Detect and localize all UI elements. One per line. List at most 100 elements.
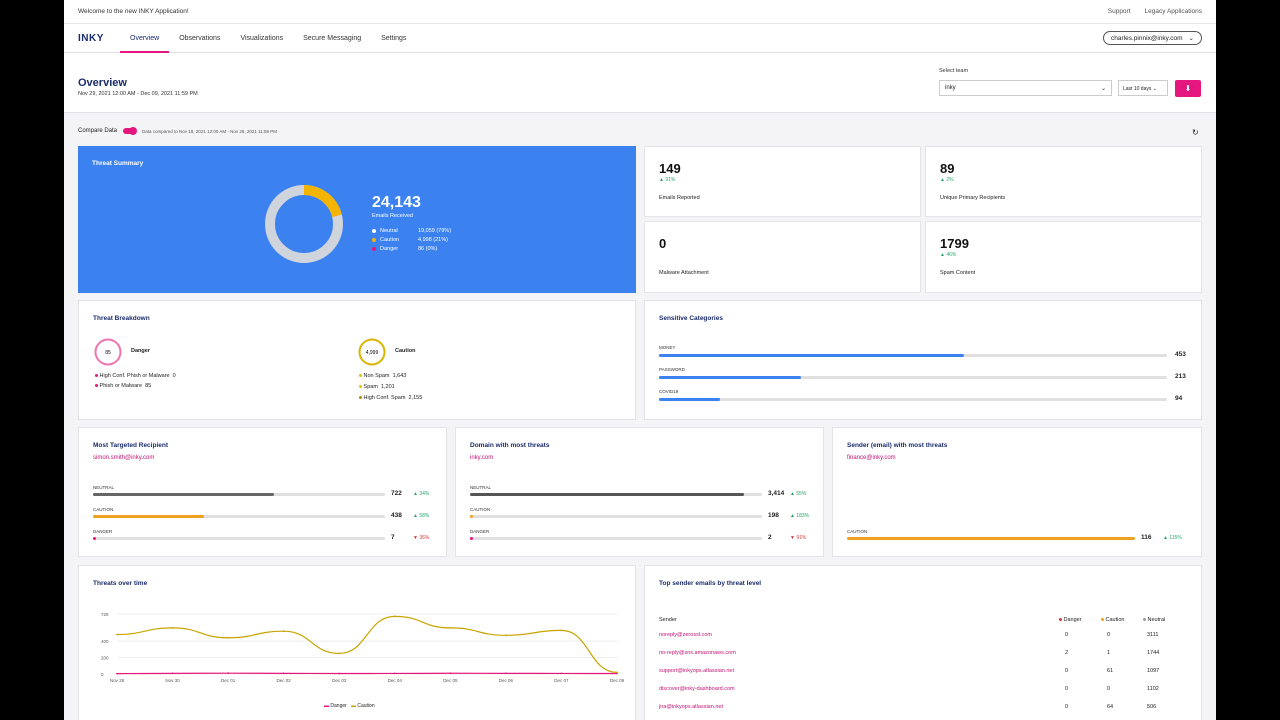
category-value: 94 [1175,395,1183,402]
row-label: NEUTRAL [93,485,115,490]
download-button[interactable]: ⬇ [1175,80,1201,97]
row-value: 198 [768,512,779,519]
danger-label: Danger [131,348,150,354]
card-title: Top sender emails by threat level [659,580,762,587]
caution-item: Non Spam 1,643 [359,373,406,379]
row-value: 2 [768,534,772,541]
col-header-neutral: Neutral [1143,617,1165,623]
data-point [504,672,507,675]
threat-donut [265,185,343,263]
card-title: Threat Summary [92,160,144,167]
tab-secure-messaging[interactable]: Secure Messaging [303,34,362,42]
col-label: Neutral [1147,617,1166,623]
caution-count: 4,999 [366,350,379,356]
stat-value: 1799 [940,236,969,251]
category-label: MONEY [659,345,676,350]
row-value: 438 [391,512,402,519]
target-email[interactable]: inky.com [470,455,494,461]
legend-line-danger: ▬ [324,703,329,709]
period-select[interactable]: Last 10 days ⌄ [1118,80,1168,96]
support-link[interactable]: Support [1107,8,1131,15]
category-bar-fill [659,376,802,379]
item-dot [95,384,98,387]
row-value: 722 [391,490,402,497]
stat-card-spam: 1799 ▲ 46% Spam Content [925,221,1202,293]
sender-email[interactable]: no-reply@sns.amazonaws.com [659,650,736,656]
category-bar-fill [659,354,964,357]
sender-email[interactable]: support@inkyops.atlassian.net [659,668,734,674]
caution-label: Caution [395,348,416,354]
item-value: 1,643 [392,373,407,379]
row-label: DANGER [470,529,490,534]
data-point [560,672,563,675]
compare-toggle-row: Compare Data Data compared to Nov 18, 20… [78,127,277,135]
legacy-link[interactable]: Legacy Applications [1144,8,1202,15]
row-bar-fill [470,515,473,518]
team-value: inky [945,85,956,91]
sender-count: 0 [1107,632,1111,638]
tab-overview[interactable]: Overview [119,24,170,53]
x-tick-label: Nov 28 [110,678,125,683]
data-point [504,634,507,637]
category-label: PASSWORD [659,367,685,372]
item-label: Non Spam [363,373,390,379]
row-bar-fill [93,537,96,540]
danger-ring: 85 [94,338,122,366]
item-value: 2,155 [408,395,423,401]
data-point [560,629,563,632]
stat-label: Unique Primary Recipients [940,195,1006,201]
refresh-icon[interactable]: ↻ [1192,128,1199,137]
danger-item: Phish or Malware 85 [95,383,151,389]
item-dot [95,374,98,377]
item-label: Phish or Malware [99,383,143,389]
row-label: CAUTION [470,507,491,512]
sender-email[interactable]: noreply@zerossl.com [659,632,712,638]
data-point [393,615,396,618]
item-label: Spam [363,384,378,390]
sender-count: 61 [1107,668,1114,674]
danger-count: 85 [105,350,111,356]
sender-count: 1097 [1147,668,1160,674]
target-email[interactable]: simon.smith@inky.com [93,455,155,461]
col-dot [1101,618,1104,621]
trend-value: 34% [419,491,430,497]
stat-card-emails-reported: 149 ▲ 91% Emails Reported [644,146,921,217]
legend-label: Danger [380,246,399,252]
domain-most-threats-card: Domain with most threats inky.com NEUTRAL 3… [455,427,824,557]
stat-label: Malware Attachment [659,270,709,276]
danger-item: High Conf. Phish or Malware 0 [95,373,176,379]
period-value: Last 10 days [1123,86,1152,92]
compare-toggle[interactable] [123,127,138,135]
col-label: Caution [1105,617,1125,623]
donut-caution [265,185,343,263]
sender-count: 0 [1065,704,1069,710]
sender-count: 0 [1065,686,1069,692]
team-select[interactable]: inky ⌄ [939,80,1112,96]
threat-legend: Neutral 19,059 (79%) Caution 4,998 (21%) D… [372,228,451,255]
x-tick-label: Dec 06 [499,678,514,683]
y-tick-label: 729 [101,612,109,617]
inky-logo[interactable]: INKY [78,32,104,44]
row-bar [470,515,762,518]
x-tick-label: Dec 04 [388,678,403,683]
tab-visualizations[interactable]: Visualizations [240,34,284,42]
data-point [116,672,118,675]
data-point [393,672,396,675]
user-menu[interactable]: charles.pinnix@inky.com ⌄ [1103,31,1202,45]
row-bar [847,537,1135,540]
target-email[interactable]: finance@inky.com [847,455,896,461]
sender-count: 3111 [1147,632,1159,638]
sender-email[interactable]: jira@inkyops.atlassian.net [659,704,723,710]
sender-count: 1102 [1147,686,1159,692]
sender-email[interactable]: discover@inky-dashboard.com [659,686,735,692]
main-nav: INKY Overview Observations Visualization… [64,24,1216,53]
legend-neutral: Neutral 19,059 (79%) [372,228,451,234]
item-dot [359,385,362,388]
tab-settings[interactable]: Settings [381,34,407,42]
category-label: COVID19 [659,389,679,394]
stat-value: 89 [940,161,955,176]
item-dot [359,374,362,377]
row-trend: ▲ 183% [790,513,810,519]
item-value: 0 [172,373,176,379]
tab-observations[interactable]: Observations [179,34,221,42]
